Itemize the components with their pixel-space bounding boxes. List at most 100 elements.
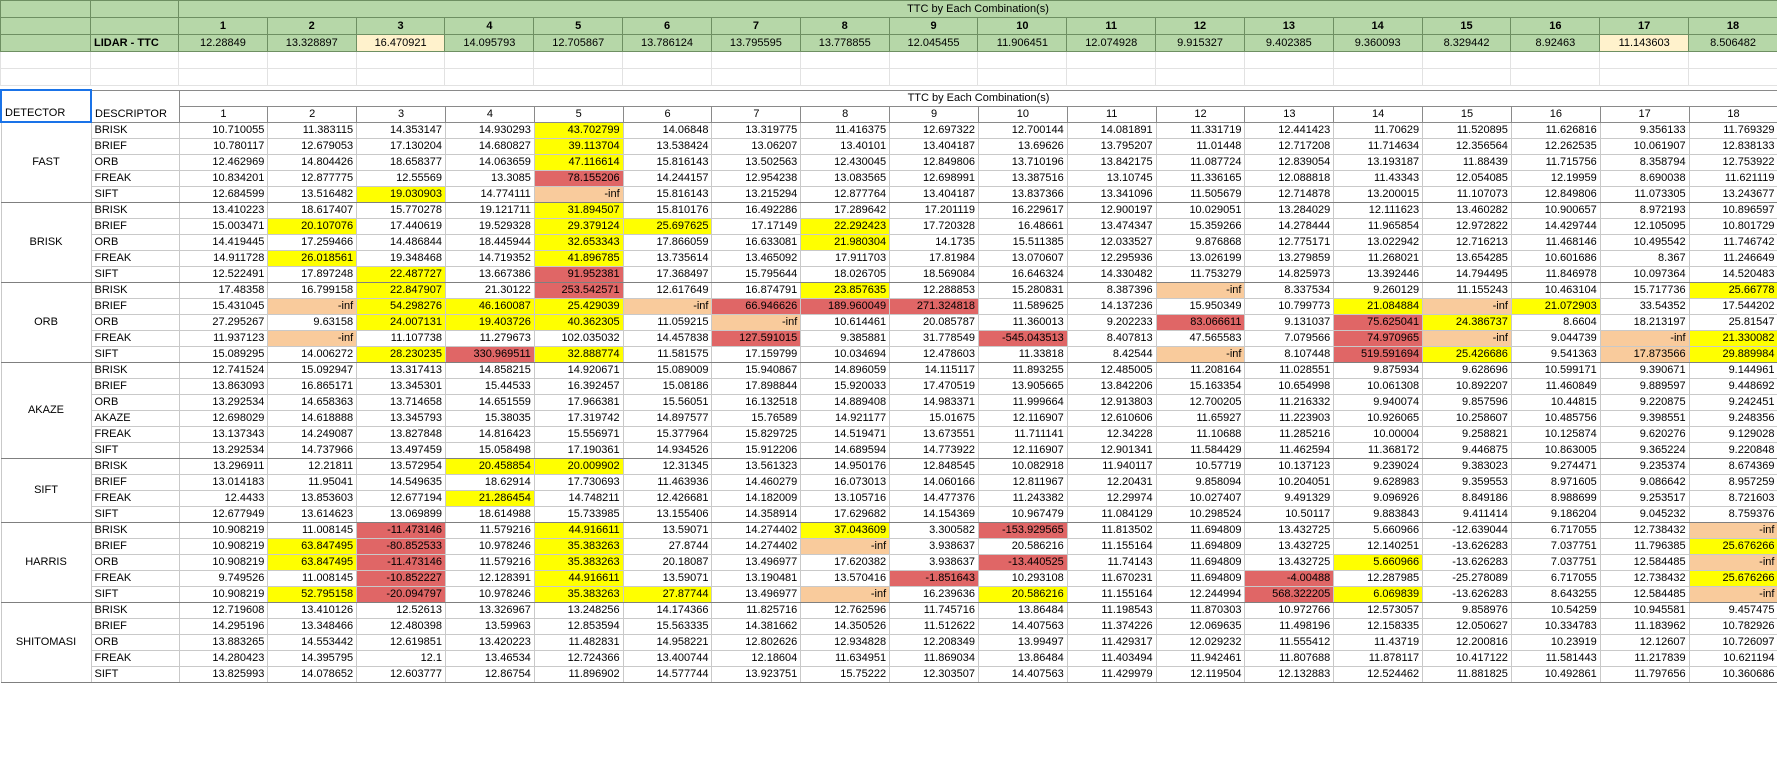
ttc-value-cell[interactable]: 12.934828 [800, 633, 891, 651]
detector-cell[interactable]: BRISK [0, 201, 92, 283]
ttc-value-cell[interactable]: 11.268021 [1333, 249, 1424, 267]
combination-number[interactable]: 10 [977, 105, 1068, 123]
ttc-value-cell[interactable]: 14.680827 [444, 137, 535, 155]
ttc-value-cell[interactable]: 22.292423 [800, 217, 891, 235]
ttc-value-cell[interactable]: 9.628696 [1422, 361, 1512, 379]
ttc-value-cell[interactable]: 15.377964 [622, 425, 713, 443]
ttc-value-cell[interactable]: 9.086642 [1599, 473, 1690, 491]
ttc-value-cell[interactable]: 13.59071 [622, 521, 713, 539]
combination-number[interactable]: 17 [1599, 105, 1690, 123]
empty-cell[interactable] [444, 68, 535, 86]
ttc-value-cell[interactable]: 12.522491 [178, 265, 269, 283]
ttc-value-cell[interactable]: 11.746742 [1688, 233, 1777, 251]
ttc-value-cell[interactable]: 13.714658 [356, 393, 446, 411]
ttc-value-cell[interactable]: 14.520483 [1688, 265, 1777, 283]
ttc-value-cell[interactable]: 32.653343 [533, 233, 624, 251]
ttc-value-cell[interactable]: 14.249087 [267, 425, 358, 443]
ttc-value-cell[interactable]: 25.81547 [1688, 313, 1777, 331]
descriptor-cell[interactable]: SIFT [90, 505, 180, 523]
empty-cell[interactable] [178, 51, 268, 69]
corner-cell[interactable] [90, 0, 179, 18]
ttc-value-cell[interactable]: 17.130204 [356, 137, 446, 155]
ttc-value-cell[interactable]: 15.003471 [178, 217, 269, 235]
ttc-value-cell[interactable]: 12.31345 [622, 457, 713, 475]
empty-cell[interactable] [1332, 68, 1423, 86]
ttc-value-cell[interactable]: 13.326967 [444, 601, 535, 619]
ttc-value-cell[interactable]: 12.849806 [1510, 185, 1601, 203]
descriptor-cell[interactable]: BRISK [90, 361, 180, 379]
ttc-value-cell[interactable]: 9.411414 [1422, 505, 1512, 523]
ttc-value-cell[interactable]: 13.46534 [444, 649, 535, 667]
ttc-value-cell[interactable]: 11.745716 [889, 601, 979, 619]
ttc-value-cell[interactable]: 17.629682 [800, 505, 891, 523]
ttc-value-cell[interactable]: 10.900657 [1510, 201, 1601, 219]
empty-cell[interactable] [799, 68, 890, 86]
descriptor-cell[interactable]: ORB [90, 313, 180, 331]
ttc-value-cell[interactable]: 12.972822 [1422, 217, 1512, 235]
descriptor-cell[interactable]: BRIEF [90, 377, 180, 395]
ttc-value-cell[interactable]: -inf [711, 313, 802, 331]
ttc-value-cell[interactable]: 8.988699 [1510, 489, 1601, 507]
ttc-value-cell[interactable]: 14.689594 [800, 441, 891, 459]
ttc-value-cell[interactable]: 12.802626 [711, 633, 802, 651]
combination-number[interactable]: 8 [799, 17, 890, 35]
ttc-value-cell[interactable]: 11.028551 [1244, 361, 1335, 379]
ttc-value-cell[interactable]: 14.115117 [889, 361, 979, 379]
ttc-value-cell[interactable]: 12.29974 [1066, 489, 1157, 507]
ttc-value-cell[interactable]: 11.008145 [267, 521, 358, 539]
ttc-value-cell[interactable]: 44.916611 [533, 521, 624, 539]
ttc-value-cell[interactable]: 8.674369 [1688, 457, 1777, 475]
ttc-value-cell[interactable]: 13.474347 [1066, 217, 1157, 235]
detector-cell[interactable]: AKAZE [0, 361, 92, 459]
ttc-value-cell[interactable]: 11.714634 [1333, 137, 1424, 155]
descriptor-cell[interactable]: ORB [90, 393, 180, 411]
ttc-value-cell[interactable]: 14.486844 [356, 233, 446, 251]
empty-cell[interactable] [1155, 51, 1245, 69]
ttc-value-cell[interactable]: 14.407563 [977, 665, 1068, 683]
ttc-value-cell[interactable]: 12.050627 [1422, 617, 1512, 635]
ttc-value-cell[interactable]: 11.584429 [1155, 441, 1246, 459]
empty-cell[interactable] [533, 51, 624, 69]
ttc-value-cell[interactable]: 14.1735 [889, 233, 979, 251]
ttc-value-cell[interactable]: 10.782926 [1688, 617, 1777, 635]
ttc-value-cell[interactable]: 13.735614 [622, 249, 713, 267]
ttc-value-cell[interactable]: 11.555412 [1244, 633, 1335, 651]
empty-cell[interactable] [355, 68, 446, 86]
ttc-value-cell[interactable]: 9.274471 [1510, 457, 1601, 475]
ttc-value-cell[interactable]: 13.99497 [977, 633, 1068, 651]
descriptor-cell[interactable]: BRISK [90, 457, 180, 475]
ttc-value-cell[interactable]: 12.1 [356, 649, 446, 667]
ttc-value-cell[interactable]: 14.549635 [356, 473, 446, 491]
ttc-value-cell[interactable]: 9.242451 [1688, 393, 1777, 411]
descriptor-cell[interactable]: SIFT [90, 441, 180, 459]
ttc-value-cell[interactable]: 10.896597 [1688, 201, 1777, 219]
ttc-value-cell[interactable]: 13.292534 [178, 393, 269, 411]
ttc-value-cell[interactable]: 9.628983 [1333, 473, 1424, 491]
ttc-value-cell[interactable]: 12.954238 [711, 169, 802, 187]
ttc-value-cell[interactable]: 8.337534 [1244, 281, 1335, 299]
ttc-value-cell[interactable]: 11.694809 [1155, 569, 1246, 587]
ttc-value-cell[interactable]: 40.362305 [533, 313, 624, 331]
combination-number[interactable]: 1 [178, 17, 268, 35]
ttc-value-cell[interactable]: 12.105095 [1599, 217, 1690, 235]
ttc-value-cell[interactable]: 11.403494 [1066, 649, 1157, 667]
ttc-value-cell[interactable]: 8.6604 [1510, 313, 1601, 331]
ttc-value-cell[interactable]: 14.748211 [533, 489, 624, 507]
descriptor-cell[interactable]: BRIEF [90, 297, 180, 315]
ttc-value-cell[interactable]: 12.55569 [356, 169, 446, 187]
ttc-value-cell[interactable]: 9.359553 [1422, 473, 1512, 491]
empty-cell[interactable] [1421, 68, 1512, 86]
ttc-value-cell[interactable]: 11.846978 [1510, 265, 1601, 283]
ttc-value-cell[interactable]: 25.697625 [622, 217, 713, 235]
empty-cell[interactable] [1599, 68, 1690, 86]
ttc-value-cell[interactable]: 14.274402 [711, 521, 802, 539]
ttc-value-cell[interactable]: -13.626283 [1422, 585, 1512, 603]
empty-cell[interactable] [888, 51, 979, 69]
descriptor-cell[interactable]: FREAK [90, 169, 180, 187]
combination-number[interactable]: 11 [1066, 17, 1157, 35]
descriptor-header[interactable]: DESCRIPTOR [90, 89, 180, 123]
ttc-value-cell[interactable]: 28.230235 [356, 345, 446, 363]
ttc-value-cell[interactable]: 14.825973 [1244, 265, 1335, 283]
ttc-value-cell[interactable]: 13.86484 [977, 601, 1068, 619]
ttc-value-cell[interactable]: 10.710055 [178, 121, 269, 139]
